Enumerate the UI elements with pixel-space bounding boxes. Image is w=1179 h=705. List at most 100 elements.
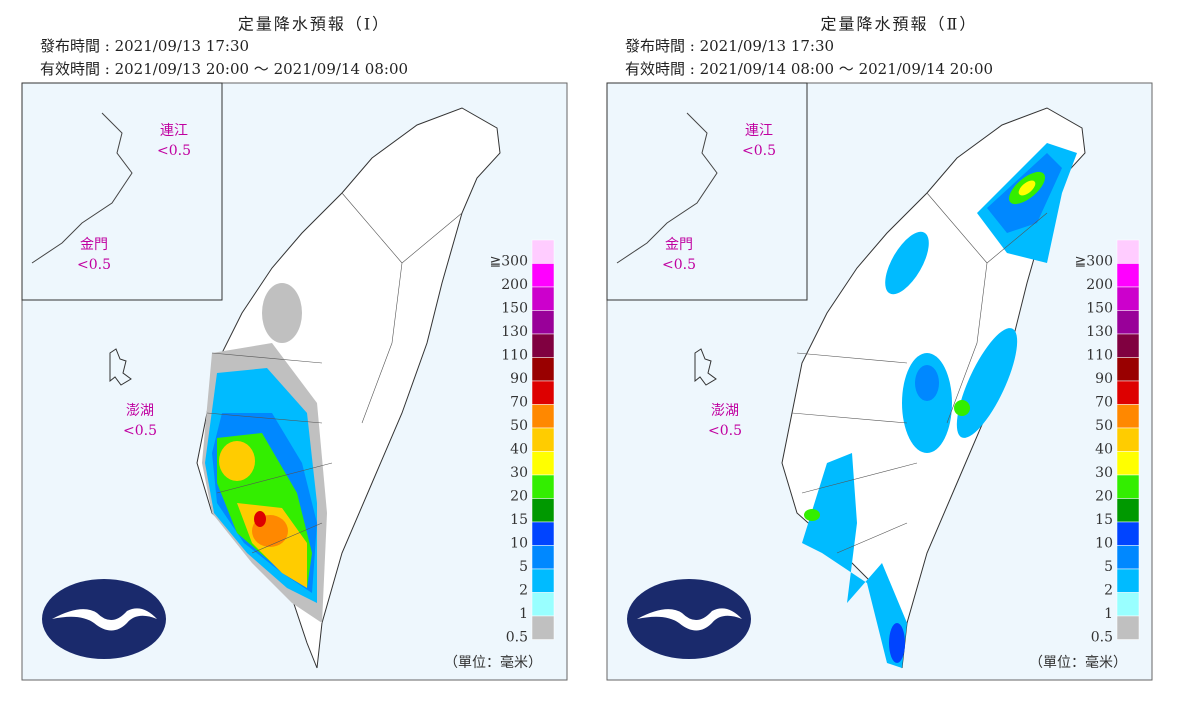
legend-label: 5 — [519, 559, 528, 575]
legend-label: 90 — [510, 371, 528, 387]
valid-time: 有效時間 : 2021/09/14 08:00 ～ 2021/09/14 20:… — [625, 60, 993, 78]
legend-swatch — [531, 615, 555, 640]
rain-area — [885, 231, 929, 295]
penghu — [694, 348, 717, 386]
legend-swatch — [1116, 615, 1140, 640]
county-border — [791, 192, 1048, 554]
legend-label: 30 — [510, 465, 528, 481]
rain-area — [954, 400, 970, 416]
legend-swatch — [1116, 357, 1140, 382]
rain-area — [1018, 180, 1036, 196]
region-value: <0.5 — [708, 423, 742, 439]
logo-swirl — [52, 608, 157, 631]
legend-swatch — [1116, 333, 1140, 358]
legend-label: 1 — [519, 606, 528, 622]
legend-label: ≧300 — [1075, 254, 1113, 270]
legend-label: 15 — [1095, 512, 1113, 528]
legend-swatch — [1116, 286, 1140, 311]
rain-area — [889, 623, 905, 663]
issued-time: 發布時間 : 2021/09/13 17:30 — [40, 37, 249, 55]
legend-swatch — [1116, 404, 1140, 429]
legend-label: 90 — [1095, 371, 1113, 387]
county-border — [206, 192, 463, 554]
legend-swatch — [1116, 310, 1140, 335]
legend-swatch — [531, 333, 555, 358]
valid-time: 有效時間 : 2021/09/13 20:00 ～ 2021/09/14 08:… — [40, 60, 408, 78]
rain-area — [254, 511, 266, 527]
legend-swatch — [531, 451, 555, 476]
legend-label: 2 — [519, 583, 528, 599]
legend-label: 0.5 — [1091, 630, 1113, 646]
legend-label: 130 — [501, 324, 528, 340]
legend-swatch — [1116, 498, 1140, 523]
rain-area — [915, 365, 939, 401]
legend-label: 110 — [501, 348, 528, 364]
legend-swatch — [1116, 474, 1140, 499]
region-name: 澎湖 — [126, 403, 154, 419]
legend-label: 150 — [1086, 301, 1113, 317]
legend-label: 30 — [1095, 465, 1113, 481]
rain-area — [802, 453, 907, 668]
legend-label: 200 — [501, 277, 528, 293]
panel-title: 定量降水預報（Ⅱ） — [821, 15, 978, 34]
legend-swatch — [531, 545, 555, 570]
legend-swatch — [1116, 380, 1140, 405]
panel-title: 定量降水預報（Ⅰ） — [238, 15, 390, 34]
rain-area — [219, 441, 255, 481]
rain-area — [956, 328, 1018, 438]
region-name: 連江 — [745, 123, 773, 139]
legend-label: 150 — [501, 301, 528, 317]
inset-frame — [606, 82, 808, 301]
legend-swatch — [531, 474, 555, 499]
rain-area — [262, 283, 302, 343]
penghu — [109, 348, 132, 386]
logo-swirl — [637, 608, 742, 631]
issued-time: 發布時間 : 2021/09/13 17:30 — [625, 37, 834, 55]
legend-swatch — [531, 427, 555, 452]
unit-label: （單位：毫米） — [1029, 654, 1127, 671]
legend-label: 15 — [510, 512, 528, 528]
region-name: 金門 — [665, 237, 693, 253]
legend-label: 5 — [1104, 559, 1113, 575]
legend-label: 2 — [1104, 583, 1113, 599]
legend-label: 70 — [1095, 395, 1113, 411]
legend-swatch — [1116, 592, 1140, 617]
region-name: 連江 — [160, 123, 188, 139]
coastline — [616, 112, 718, 264]
legend-swatch — [531, 286, 555, 311]
rain-area — [804, 509, 820, 521]
legend-swatch — [531, 380, 555, 405]
legend-label: 110 — [1086, 348, 1113, 364]
legend-label: 20 — [510, 489, 528, 505]
unit-label: （單位：毫米） — [444, 654, 542, 671]
panel: 定量降水預報（Ⅱ） 發布時間 : 2021/09/13 17:30 有效時間 :… — [606, 15, 1153, 681]
legend-label: 1 — [1104, 606, 1113, 622]
legend-swatch — [531, 498, 555, 523]
legend-label: 50 — [510, 418, 528, 434]
legend-swatch — [1116, 263, 1140, 288]
legend-label: 20 — [1095, 489, 1113, 505]
legend-label: ≧300 — [490, 254, 528, 270]
legend-label: 40 — [1095, 442, 1113, 458]
legend-swatch — [531, 310, 555, 335]
legend-swatch — [531, 404, 555, 429]
legend-swatch — [531, 239, 555, 264]
inset-frame — [21, 82, 223, 301]
legend-swatch — [1116, 568, 1140, 593]
region-name: 澎湖 — [711, 403, 739, 419]
region-value: <0.5 — [123, 423, 157, 439]
legend-label: 10 — [510, 536, 528, 552]
legend-label: 0.5 — [506, 630, 528, 646]
legend-swatch — [531, 592, 555, 617]
panel: 定量降水預報（Ⅰ） 發布時間 : 2021/09/13 17:30 有效時間 :… — [21, 15, 568, 681]
legend-swatch — [531, 568, 555, 593]
legend-swatch — [531, 357, 555, 382]
region-value: <0.5 — [157, 143, 191, 159]
region-value: <0.5 — [662, 257, 696, 273]
region-value: <0.5 — [77, 257, 111, 273]
legend: ≧300 200 150 130 110 90 70 50 40 30 20 15 10 5 2 1 0.5 — [490, 239, 555, 646]
legend-swatch — [1116, 451, 1140, 476]
legend-label: 10 — [1095, 536, 1113, 552]
